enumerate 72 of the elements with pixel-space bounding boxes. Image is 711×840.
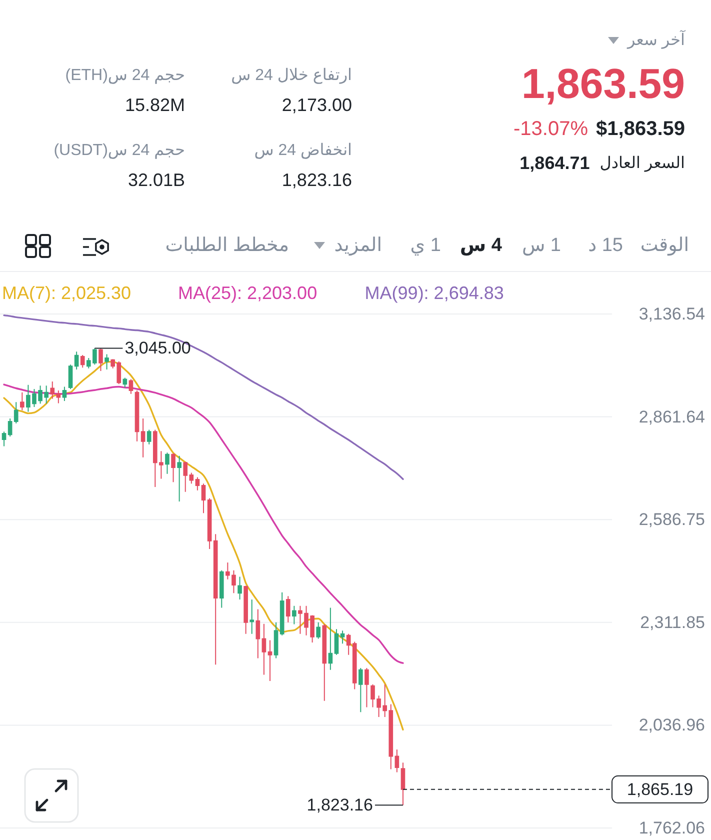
text: MA(7): 2,025.30 bbox=[2, 283, 132, 303]
annotation: 3,045.00 bbox=[124, 338, 191, 358]
y-tick-label: 2,586.75 bbox=[638, 510, 705, 530]
candlestick bbox=[20, 392, 24, 411]
text: -13.07% bbox=[514, 117, 588, 142]
candlestick bbox=[171, 452, 176, 483]
text: مخطط الطلبات bbox=[165, 234, 289, 258]
y-tick-label: 2,036.96 bbox=[638, 716, 705, 735]
candlestick bbox=[195, 476, 200, 491]
line-series bbox=[3, 314, 404, 480]
candlestick bbox=[238, 576, 242, 600]
candlestick bbox=[352, 641, 357, 690]
candlestick bbox=[346, 633, 351, 656]
candlestick bbox=[104, 354, 109, 370]
text: MA(25): 2,203.00 bbox=[178, 283, 318, 303]
candlestick bbox=[14, 402, 18, 424]
candlestick bbox=[80, 354, 85, 368]
text: حجم 24 س(USDT) bbox=[54, 140, 185, 160]
y-tick-label: 1,762.06 bbox=[638, 818, 705, 838]
text: MA(99): 2,694.83 bbox=[364, 283, 504, 303]
text: 1,863.59 bbox=[522, 58, 685, 108]
text: السعر العادل bbox=[600, 154, 685, 174]
candlestick bbox=[165, 452, 170, 474]
ref-line-label: 1,865.19 bbox=[626, 780, 694, 799]
candlestick bbox=[98, 348, 103, 372]
text: 1,823.16 bbox=[282, 168, 352, 192]
text: آخر سعر bbox=[627, 30, 685, 50]
candlestick bbox=[201, 483, 206, 514]
candlestick bbox=[219, 570, 224, 608]
candlestick bbox=[286, 596, 290, 623]
text: 15 د bbox=[588, 234, 623, 258]
y-tick-label: 2,311.85 bbox=[640, 612, 705, 632]
text: المزيد bbox=[334, 234, 382, 258]
text: 2,173.00 bbox=[282, 94, 352, 116]
line-series bbox=[3, 384, 404, 664]
text: 1,864.71 bbox=[520, 152, 590, 174]
text: ارتفاع خلال 24 س bbox=[231, 66, 352, 86]
candlestick bbox=[177, 455, 182, 502]
candlestick bbox=[328, 607, 333, 670]
candlestick bbox=[140, 418, 146, 458]
candlestick bbox=[262, 623, 266, 676]
candlestick bbox=[316, 622, 321, 640]
candlestick bbox=[56, 390, 61, 404]
text: 1 س bbox=[522, 234, 561, 258]
line-series bbox=[3, 360, 404, 731]
candlestick bbox=[213, 534, 218, 666]
candlestick bbox=[358, 667, 363, 713]
candlestick bbox=[394, 748, 400, 773]
candlestick bbox=[322, 624, 327, 702]
candlestick bbox=[146, 429, 152, 445]
candlestick bbox=[364, 667, 369, 708]
text: 32.01B bbox=[128, 168, 185, 192]
text: 1 ي bbox=[410, 234, 441, 258]
candlestick bbox=[2, 431, 6, 447]
text: $1,863.59 bbox=[596, 117, 685, 142]
candlestick bbox=[340, 630, 345, 644]
text: 4 س bbox=[460, 234, 502, 258]
candlestick bbox=[244, 585, 248, 634]
candlestick bbox=[400, 762, 406, 806]
y-tick-label: 3,136.54 bbox=[638, 304, 705, 324]
annotation: 1,823.16 bbox=[306, 796, 373, 815]
candlestick bbox=[292, 605, 296, 625]
text: انخفاض 24 س bbox=[254, 140, 352, 160]
candlestick bbox=[62, 386, 67, 402]
candlestick bbox=[50, 381, 55, 400]
text: حجم 24 س(ETH) bbox=[65, 66, 185, 86]
text: الوقت bbox=[640, 234, 689, 258]
text: 15.82M bbox=[124, 94, 185, 116]
candlestick bbox=[268, 640, 272, 682]
candlestick bbox=[250, 599, 254, 634]
candlestick bbox=[256, 608, 260, 659]
y-tick-label: 2,861.64 bbox=[638, 407, 705, 426]
